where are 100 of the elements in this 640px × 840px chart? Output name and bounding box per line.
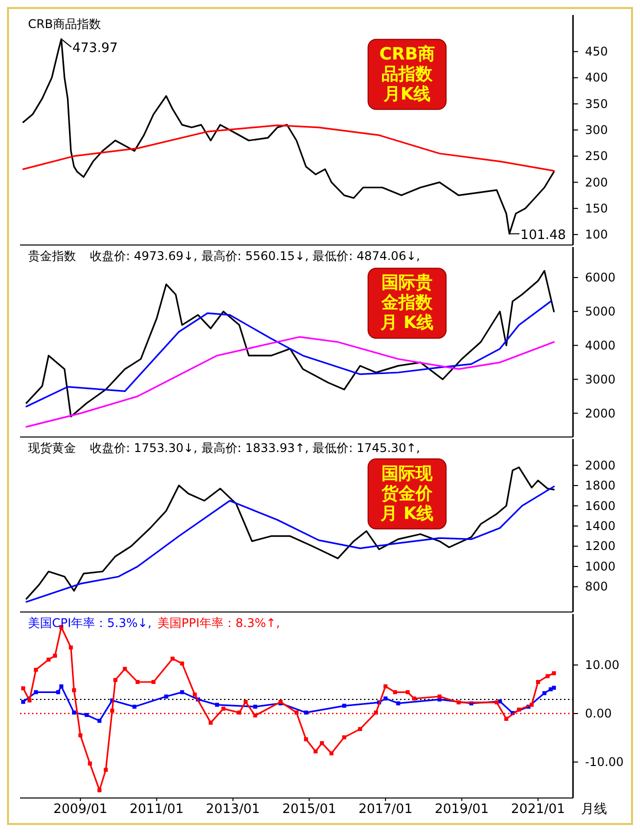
line-series: [26, 270, 555, 418]
point: [21, 686, 26, 690]
y-tick-label: 5000: [585, 304, 616, 318]
point: [34, 690, 38, 694]
point: [516, 708, 521, 712]
y-tick-label: 250: [585, 149, 608, 164]
point: [494, 700, 499, 704]
y-tick-label: 450: [585, 44, 608, 59]
y-tick-label: 350: [585, 96, 608, 111]
point: [221, 706, 226, 711]
point: [383, 696, 388, 700]
line-series: [26, 336, 555, 428]
y-tick-label: 4000: [585, 338, 616, 352]
y-tick-label: 100: [585, 228, 608, 242]
point: [383, 684, 388, 688]
point: [180, 662, 184, 666]
point: [164, 694, 168, 699]
point: [21, 700, 26, 704]
text: 美国PPI年率：8.3%↑,: [158, 616, 280, 630]
point: [215, 702, 220, 707]
y-tick-label: 3000: [585, 372, 616, 386]
annotation: 最高价: 1833.93↑,: [201, 441, 309, 455]
x-tick-label: 2009/01: [53, 802, 108, 817]
y-tick-label: 200: [585, 175, 608, 190]
point: [84, 712, 89, 717]
annotation: 最低价: 4874.06↓,: [312, 249, 420, 263]
point: [329, 751, 334, 756]
point: [78, 733, 82, 738]
point: [68, 646, 73, 650]
annotation: 国际现货金价月 K线: [380, 464, 434, 524]
point: [320, 741, 324, 746]
point: [72, 688, 76, 692]
point: [132, 704, 136, 709]
point: [113, 678, 118, 682]
x-tick-label: 2019/01: [434, 802, 489, 817]
y-tick-label: -10.00: [585, 755, 624, 770]
y-tick-label: 800: [585, 580, 608, 594]
point: [536, 680, 540, 684]
point: [342, 704, 346, 708]
y-tick-label: 1200: [585, 539, 616, 554]
chart-title: CRB商品指数: [28, 17, 101, 31]
x-tick-label: 2021/01: [511, 802, 566, 817]
chart-title: 贵金指数: [28, 249, 76, 263]
annotation: CRB商品指数月K线: [379, 44, 435, 104]
point: [208, 720, 213, 725]
point: [498, 699, 502, 704]
point: [122, 666, 127, 671]
point: [56, 690, 60, 694]
point: [304, 737, 308, 742]
point: [72, 710, 76, 715]
point: [294, 710, 298, 715]
y-tick-label: 1800: [585, 478, 616, 493]
x-tick-label: 2017/01: [358, 802, 412, 817]
annotation: 收盘价: 4973.69↓,: [90, 249, 198, 263]
point: [406, 690, 410, 694]
y-tick-label: 400: [585, 70, 608, 85]
point: [192, 692, 197, 697]
point: [304, 710, 308, 715]
text: 美国CPI年率：5.3%↓,: [28, 616, 152, 630]
point: [28, 698, 32, 702]
point: [110, 708, 114, 713]
y-tick-label: 1000: [585, 559, 616, 574]
point: [530, 702, 534, 707]
point: [393, 690, 398, 694]
point: [412, 696, 416, 700]
annotation: 最高价: 5560.15↓,: [201, 249, 309, 263]
point: [374, 710, 378, 715]
point: [170, 656, 175, 661]
point: [59, 684, 64, 688]
point: [180, 690, 184, 694]
point: [104, 768, 108, 772]
y-tick-label: 0.00: [585, 706, 612, 721]
y-tick-label: 2000: [585, 406, 616, 420]
point: [396, 701, 400, 706]
y-tick-label: 1400: [585, 519, 616, 534]
y-tick-label: 1600: [585, 498, 616, 513]
point: [542, 691, 546, 696]
point: [552, 686, 556, 690]
y-tick-label: 10.00: [585, 658, 620, 672]
point: [52, 654, 57, 658]
point: [253, 704, 258, 709]
point: [342, 735, 346, 740]
x-tick-label: 2011/01: [130, 802, 184, 817]
point: [88, 762, 92, 766]
annotation: 国际贵金指数月 K线: [380, 273, 434, 334]
line-series: [26, 486, 555, 603]
point: [552, 671, 556, 676]
point: [97, 788, 102, 792]
line-series: [26, 466, 555, 600]
x-axis-title: 月线: [581, 802, 607, 817]
point: [504, 716, 508, 721]
point: [34, 668, 38, 672]
y-tick-label: 2000: [585, 458, 616, 472]
chart-title: 现货黄金: [28, 441, 76, 455]
point: [46, 658, 51, 662]
annotation: 473.97: [72, 41, 118, 56]
point: [456, 700, 461, 704]
point: [546, 674, 550, 678]
point: [244, 700, 248, 704]
y-tick-label: 150: [585, 201, 608, 216]
